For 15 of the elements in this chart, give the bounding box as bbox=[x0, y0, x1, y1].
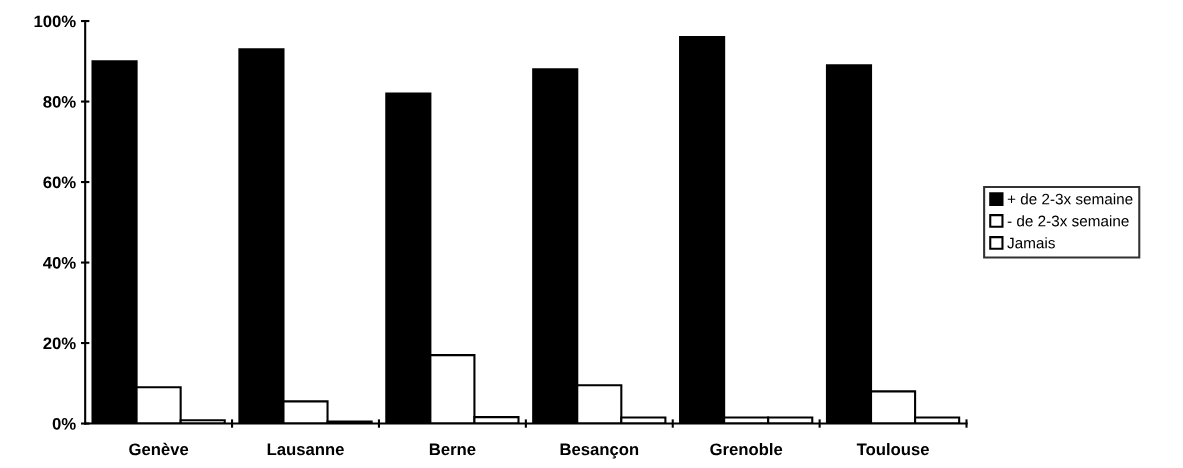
x-tick-label: Toulouse bbox=[856, 442, 929, 456]
y-tick-label: 60% bbox=[43, 176, 76, 189]
x-tick-label: Berne bbox=[429, 443, 476, 456]
y-tick-label: 100% bbox=[34, 15, 76, 28]
x-tick-label: Grenoble bbox=[710, 442, 783, 456]
legend-label: Jamais bbox=[1007, 237, 1055, 249]
x-tick-label: Lausanne bbox=[267, 443, 344, 456]
legend-label: - de 2-3x semaine bbox=[1007, 215, 1129, 227]
legend-label: + de 2-3x semaine bbox=[1007, 193, 1133, 205]
y-tick-label: 40% bbox=[43, 256, 76, 269]
x-tick-label: Genève bbox=[129, 442, 189, 456]
y-tick-label: 20% bbox=[43, 337, 76, 350]
y-tick-label: 80% bbox=[43, 95, 76, 108]
x-tick-label: Besançon bbox=[560, 443, 639, 459]
y-tick-label: 0% bbox=[52, 417, 76, 430]
